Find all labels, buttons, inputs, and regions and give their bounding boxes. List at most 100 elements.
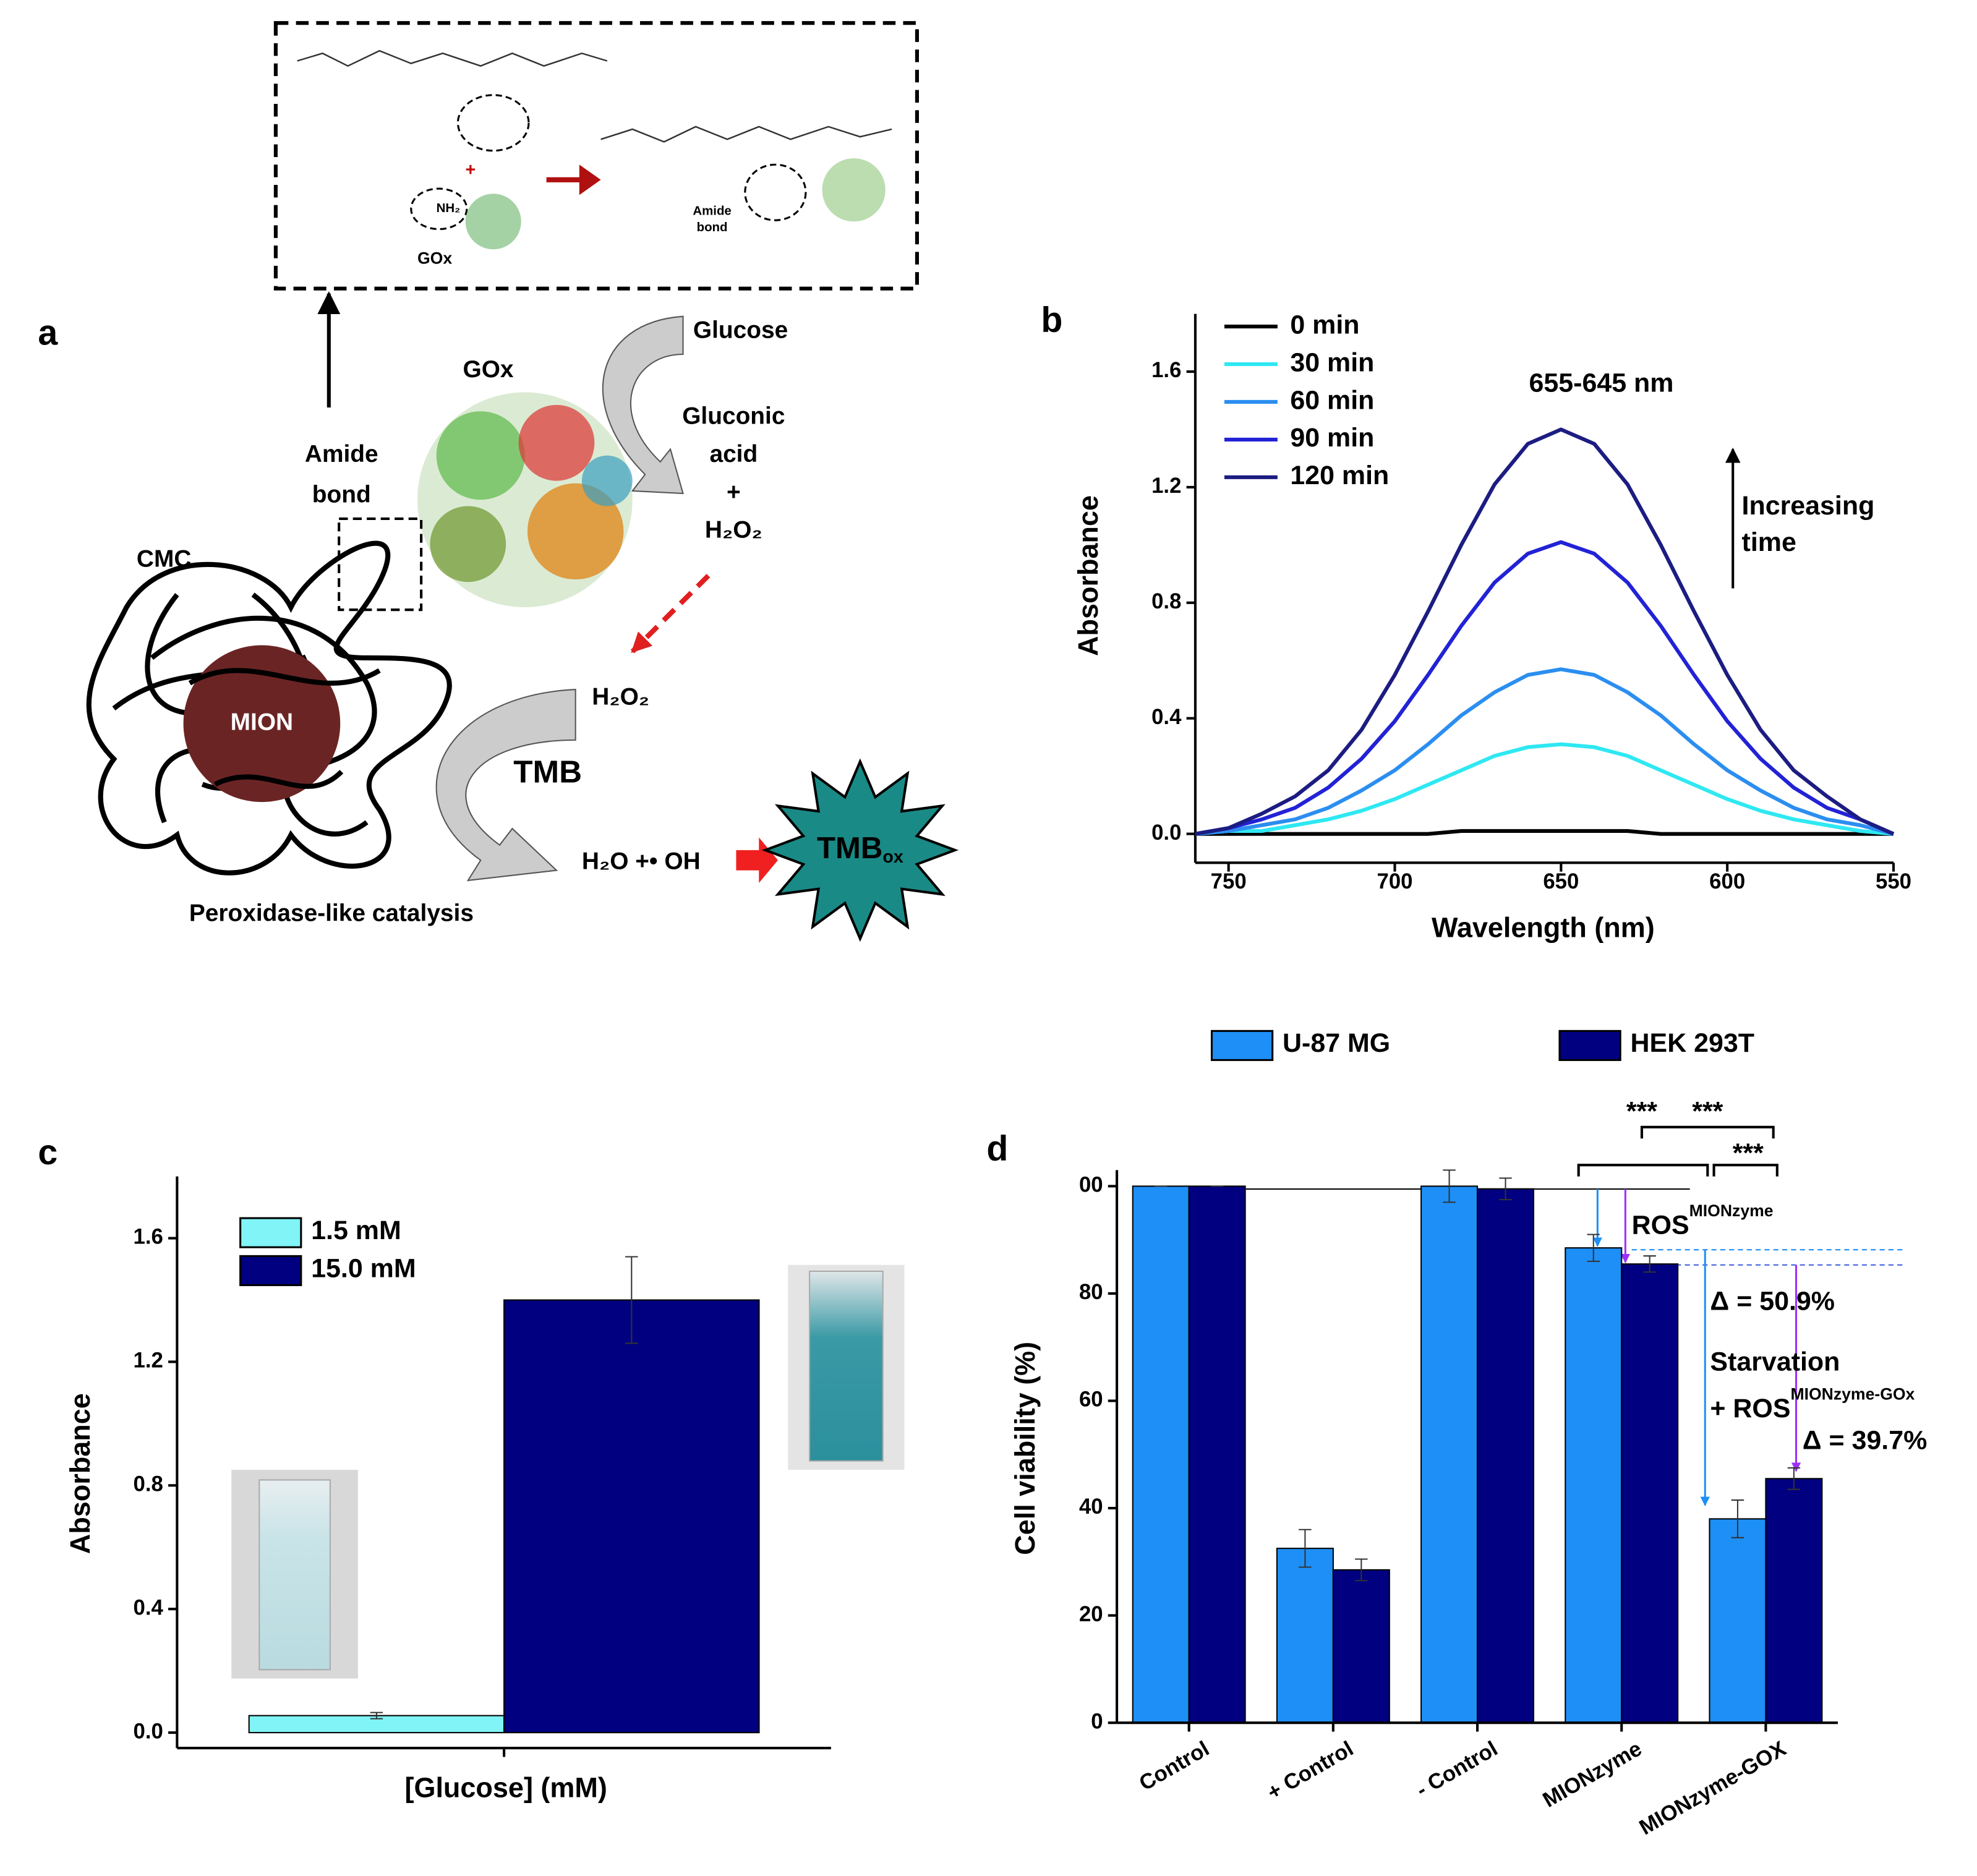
error-bar	[1731, 1499, 1744, 1538]
bar	[1621, 1263, 1679, 1724]
legend-label: 1.5 mM	[311, 1216, 401, 1245]
error-bar	[1643, 1255, 1656, 1273]
inset-box	[273, 21, 920, 291]
inset-label: +	[466, 160, 476, 180]
diagram-label: GOx	[463, 356, 513, 383]
x-tick-label: Control	[1135, 1737, 1213, 1796]
error-bar	[1499, 1177, 1512, 1201]
arrow	[630, 574, 711, 654]
dashed-circle	[744, 163, 807, 221]
line-series	[1195, 742, 1894, 836]
annotation: Δ = 39.7%	[1803, 1425, 1928, 1455]
diagram-label: +	[727, 479, 741, 505]
diagram-label: MION	[231, 709, 293, 736]
y-tick-label: 80	[1079, 1281, 1103, 1304]
legend-label: 30 min	[1290, 347, 1374, 377]
diagram-label: H₂O +• OH	[582, 848, 701, 875]
inset-label: GOx	[417, 249, 452, 268]
bar	[1132, 1185, 1190, 1724]
x-tick-label: - Control	[1412, 1737, 1501, 1802]
label-part: MIONzyme-GOx	[1790, 1384, 1915, 1403]
bar	[1188, 1185, 1246, 1724]
x-tick-label: 700	[1377, 870, 1413, 893]
protein	[822, 158, 886, 222]
y-axis-title: Absorbance	[1072, 495, 1104, 656]
y-tick-label: 0.0	[1151, 821, 1181, 845]
annotation: ***	[1692, 1097, 1723, 1127]
error-bar	[1355, 1558, 1368, 1582]
bar	[503, 1299, 760, 1734]
x-tick-label: 600	[1709, 870, 1745, 893]
error-bar	[370, 1712, 383, 1720]
annotation: + ROSMIONzyme-GOx	[1710, 1384, 1915, 1423]
label-part: ox	[882, 847, 903, 867]
diagram-label: acid	[709, 441, 758, 467]
diagram-label: H₂O₂	[705, 517, 762, 544]
y-tick-label: 0.0	[134, 1720, 163, 1743]
protein-gox	[417, 392, 633, 608]
diagram-label: Amide	[305, 441, 378, 467]
legend-label: 0 min	[1290, 310, 1359, 339]
cmc-polymer	[188, 668, 381, 789]
x-tick-label: MIONzyme-GOX	[1636, 1737, 1790, 1840]
dashed-box	[338, 517, 423, 612]
legend-label: 90 min	[1290, 423, 1374, 453]
significance-brackets	[1577, 1125, 1778, 1177]
y-axis-title: Absorbance	[64, 1393, 96, 1554]
y-tick-label: 20	[1079, 1603, 1103, 1626]
protein	[465, 194, 521, 250]
x-axis-title: [Glucose] (mM)	[404, 1772, 607, 1803]
annotation: ***	[1733, 1138, 1764, 1168]
y-tick-label: 1.2	[134, 1349, 163, 1373]
bar	[1709, 1518, 1767, 1724]
annotation: ***	[1626, 1097, 1657, 1127]
bar	[1477, 1188, 1535, 1724]
arrow	[546, 164, 601, 195]
tmbox-burst	[761, 758, 959, 942]
error-bar	[1587, 1234, 1600, 1262]
x-tick-label: + Control	[1263, 1737, 1357, 1805]
legend-swatch	[1210, 1030, 1274, 1061]
chem-chain	[297, 49, 608, 67]
diagram-label: H₂O₂	[592, 684, 649, 710]
legend-label: HEK 293T	[1631, 1028, 1754, 1058]
annotation: Δ = 50.9%	[1710, 1286, 1835, 1316]
dashed-circle	[456, 94, 530, 152]
line-series	[1195, 427, 1895, 836]
y-tick-label: 0	[1091, 1710, 1103, 1733]
y-tick-label: 0.8	[1151, 590, 1181, 613]
panel-label: d	[986, 1129, 1008, 1169]
y-tick-label: 1.6	[134, 1226, 163, 1249]
legend-swatch	[239, 1255, 302, 1287]
panel-label: a	[38, 313, 58, 352]
error-bar	[1787, 1467, 1801, 1490]
label-part: + ROS	[1710, 1394, 1790, 1423]
curved-arrow	[435, 689, 576, 882]
diagram-label: TMB	[513, 754, 582, 790]
error-bar	[625, 1256, 638, 1344]
diagram-a: a NH₂ GOx + Amide bond	[38, 21, 959, 942]
legend-swatch	[1558, 1030, 1621, 1061]
x-axis-title: Wavelength (nm)	[1432, 912, 1655, 944]
error-bar	[1443, 1169, 1456, 1203]
annotation: time	[1742, 527, 1796, 557]
y-tick-label: 0.4	[134, 1596, 164, 1619]
mion-core	[183, 645, 341, 803]
chem-chain	[600, 126, 892, 143]
bar	[1565, 1247, 1623, 1724]
x-tick-label: MIONzyme	[1539, 1737, 1646, 1812]
curved-arrow	[602, 315, 684, 495]
inset-label: bond	[697, 220, 728, 234]
bar	[1276, 1548, 1334, 1724]
y-tick-label: 1.6	[1151, 359, 1181, 382]
label-part: MIONzyme	[1689, 1201, 1774, 1220]
diagram-label: Gluconic	[682, 403, 785, 430]
diagram-label: Peroxidase-like catalysis	[189, 900, 474, 926]
line-series	[1195, 540, 1895, 836]
legend-label: 60 min	[1290, 385, 1374, 415]
dashed-circle	[410, 187, 468, 231]
label-part: TMB	[817, 832, 882, 865]
panel-label: c	[38, 1133, 58, 1172]
legend-label: U-87 MG	[1283, 1028, 1390, 1058]
